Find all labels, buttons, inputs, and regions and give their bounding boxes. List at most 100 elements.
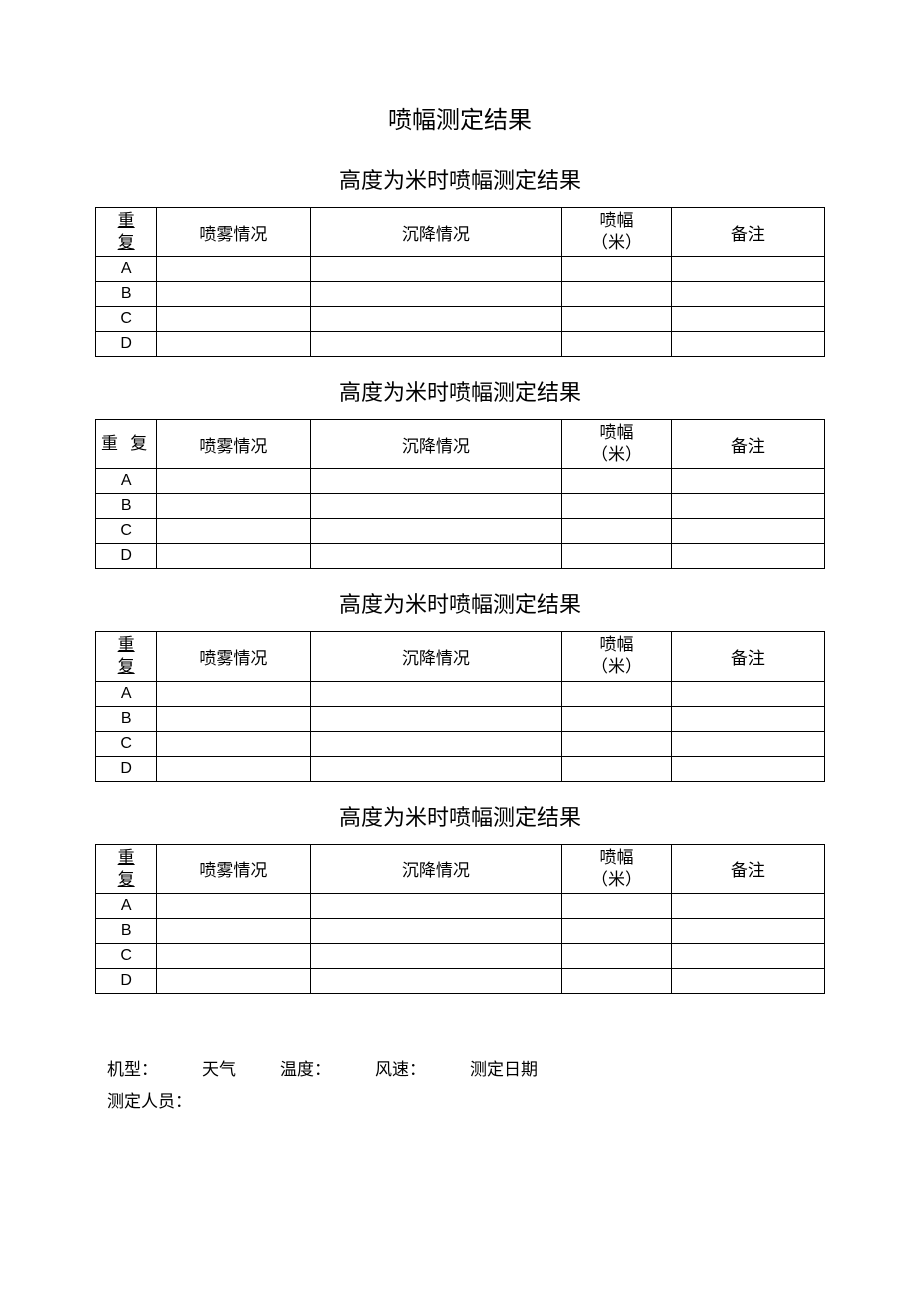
row-label: B bbox=[96, 282, 157, 307]
cell-blank bbox=[310, 469, 562, 494]
cell-blank bbox=[157, 469, 310, 494]
table-row: B bbox=[96, 282, 825, 307]
row-label: C bbox=[96, 731, 157, 756]
cell-blank bbox=[310, 307, 562, 332]
row-label: B bbox=[96, 706, 157, 731]
row-label: C bbox=[96, 307, 157, 332]
table-row: A bbox=[96, 893, 825, 918]
measurement-table: 重复 喷雾情况 沉降情况 喷幅（米） 备注 A B C D bbox=[95, 844, 825, 994]
col-header-repeat: 重复 bbox=[96, 844, 157, 893]
footer-wind: 风速： bbox=[375, 1060, 426, 1079]
table-row: D bbox=[96, 332, 825, 357]
table-row: A bbox=[96, 257, 825, 282]
cell-blank bbox=[157, 544, 310, 569]
table-row: C bbox=[96, 307, 825, 332]
section-4: 高度为米时喷幅测定结果 重复 喷雾情况 沉降情况 喷幅（米） 备注 A B C … bbox=[95, 800, 825, 994]
measurement-table: 重 复 喷雾情况 沉降情况 喷幅（米） 备注 A B C D bbox=[95, 419, 825, 569]
cell-blank bbox=[310, 706, 562, 731]
cell-blank bbox=[562, 519, 671, 544]
cell-blank bbox=[310, 257, 562, 282]
cell-blank bbox=[562, 307, 671, 332]
cell-blank bbox=[310, 731, 562, 756]
cell-blank bbox=[562, 918, 671, 943]
cell-blank bbox=[562, 681, 671, 706]
col-header-settle: 沉降情况 bbox=[310, 420, 562, 469]
cell-blank bbox=[562, 943, 671, 968]
cell-blank bbox=[671, 893, 824, 918]
footer-date: 测定日期 bbox=[470, 1060, 538, 1079]
footer-model: 机型： bbox=[107, 1060, 158, 1079]
cell-blank bbox=[157, 282, 310, 307]
cell-blank bbox=[157, 968, 310, 993]
col-header-spray: 喷雾情况 bbox=[157, 844, 310, 893]
footer: 机型：天气温度：风速：测定日期 测定人员： bbox=[95, 1054, 825, 1119]
cell-blank bbox=[562, 257, 671, 282]
cell-blank bbox=[562, 756, 671, 781]
section-title: 高度为米时喷幅测定结果 bbox=[95, 587, 825, 619]
cell-blank bbox=[310, 893, 562, 918]
cell-blank bbox=[157, 307, 310, 332]
cell-blank bbox=[562, 544, 671, 569]
col-header-remark: 备注 bbox=[671, 208, 824, 257]
cell-blank bbox=[562, 469, 671, 494]
table-row: C bbox=[96, 943, 825, 968]
cell-blank bbox=[671, 519, 824, 544]
footer-personnel: 测定人员： bbox=[107, 1092, 192, 1111]
cell-blank bbox=[671, 257, 824, 282]
cell-blank bbox=[671, 307, 824, 332]
row-label: D bbox=[96, 332, 157, 357]
cell-blank bbox=[310, 519, 562, 544]
col-header-repeat: 重复 bbox=[96, 208, 157, 257]
col-header-repeat: 重复 bbox=[96, 632, 157, 681]
table-row: A bbox=[96, 469, 825, 494]
col-header-width: 喷幅（米） bbox=[562, 844, 671, 893]
cell-blank bbox=[671, 918, 824, 943]
section-1: 高度为米时喷幅测定结果 重复 喷雾情况 沉降情况 喷幅（米） 备注 A B C … bbox=[95, 163, 825, 357]
cell-blank bbox=[562, 494, 671, 519]
cell-blank bbox=[157, 756, 310, 781]
row-label: B bbox=[96, 918, 157, 943]
cell-blank bbox=[157, 257, 310, 282]
cell-blank bbox=[671, 469, 824, 494]
cell-blank bbox=[157, 519, 310, 544]
col-header-remark: 备注 bbox=[671, 420, 824, 469]
section-2: 高度为米时喷幅测定结果 重 复 喷雾情况 沉降情况 喷幅（米） 备注 A B C… bbox=[95, 375, 825, 569]
col-header-width: 喷幅（米） bbox=[562, 208, 671, 257]
cell-blank bbox=[310, 332, 562, 357]
cell-blank bbox=[671, 731, 824, 756]
table-row: D bbox=[96, 968, 825, 993]
cell-blank bbox=[157, 943, 310, 968]
table-row: D bbox=[96, 544, 825, 569]
cell-blank bbox=[157, 706, 310, 731]
cell-blank bbox=[157, 681, 310, 706]
row-label: A bbox=[96, 893, 157, 918]
cell-blank bbox=[157, 731, 310, 756]
cell-blank bbox=[562, 968, 671, 993]
col-header-repeat: 重 复 bbox=[96, 420, 157, 469]
footer-line-1: 机型：天气温度：风速：测定日期 bbox=[107, 1054, 825, 1086]
measurement-table: 重复 喷雾情况 沉降情况 喷幅（米） 备注 A B C D bbox=[95, 631, 825, 781]
cell-blank bbox=[671, 494, 824, 519]
col-header-settle: 沉降情况 bbox=[310, 632, 562, 681]
cell-blank bbox=[310, 494, 562, 519]
col-header-settle: 沉降情况 bbox=[310, 844, 562, 893]
cell-blank bbox=[671, 968, 824, 993]
table-header-row: 重复 喷雾情况 沉降情况 喷幅（米） 备注 bbox=[96, 208, 825, 257]
section-title: 高度为米时喷幅测定结果 bbox=[95, 375, 825, 407]
table-row: B bbox=[96, 494, 825, 519]
cell-blank bbox=[671, 943, 824, 968]
col-header-remark: 备注 bbox=[671, 632, 824, 681]
table-header-row: 重 复 喷雾情况 沉降情况 喷幅（米） 备注 bbox=[96, 420, 825, 469]
cell-blank bbox=[310, 943, 562, 968]
section-3: 高度为米时喷幅测定结果 重复 喷雾情况 沉降情况 喷幅（米） 备注 A B C … bbox=[95, 587, 825, 781]
footer-temperature: 温度： bbox=[280, 1060, 331, 1079]
cell-blank bbox=[310, 282, 562, 307]
cell-blank bbox=[562, 893, 671, 918]
table-header-row: 重复 喷雾情况 沉降情况 喷幅（米） 备注 bbox=[96, 844, 825, 893]
row-label: C bbox=[96, 519, 157, 544]
cell-blank bbox=[157, 893, 310, 918]
cell-blank bbox=[310, 756, 562, 781]
col-header-width: 喷幅（米） bbox=[562, 632, 671, 681]
table-row: B bbox=[96, 918, 825, 943]
measurement-table: 重复 喷雾情况 沉降情况 喷幅（米） 备注 A B C D bbox=[95, 207, 825, 357]
